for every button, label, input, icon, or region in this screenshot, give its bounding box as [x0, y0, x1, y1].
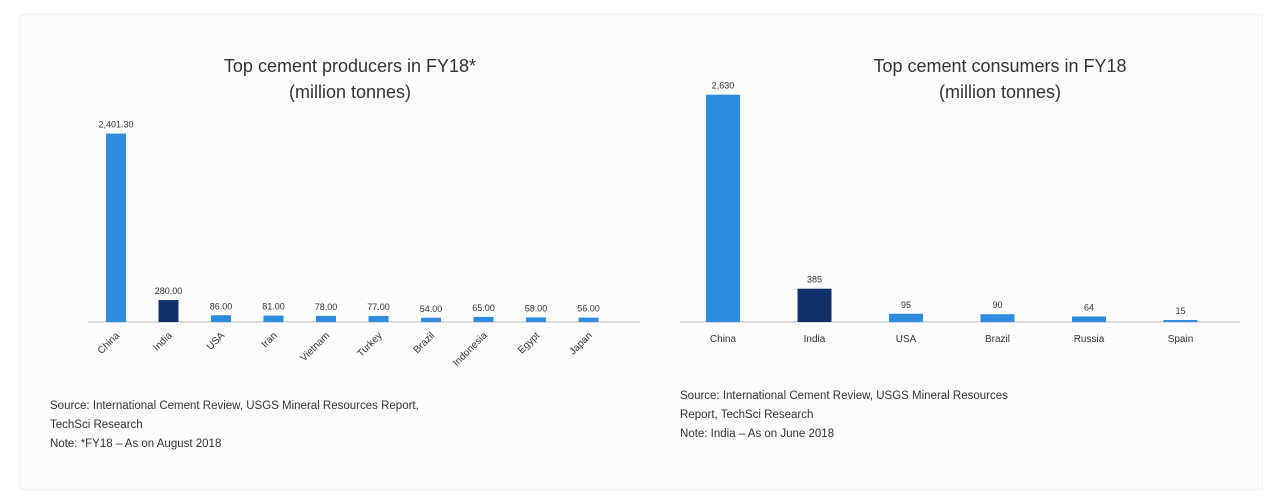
category-label-usa: USA: [896, 334, 917, 345]
category-label-turkey: Turkey: [355, 330, 384, 359]
bar-russia: [1072, 316, 1106, 322]
producers-chart-title: Top cement producers in FY18*: [224, 56, 476, 76]
value-label-usa: 95: [901, 300, 911, 310]
value-label-egypt: 58.00: [525, 303, 548, 313]
bar-china: [106, 133, 126, 322]
value-label-iran: 81.00: [262, 302, 285, 312]
producers-chart-subtitle: (million tonnes): [289, 82, 411, 102]
bar-brazil: [980, 314, 1015, 322]
value-label-indonesia: 65.00: [472, 303, 495, 313]
value-label-usa: 86.00: [210, 301, 233, 311]
category-label-india: India: [804, 334, 826, 345]
infographic-panel: [20, 14, 1262, 490]
consumers-chart-title: Top cement consumers in FY18: [873, 56, 1126, 76]
bar-india: [797, 288, 832, 322]
value-label-china: 2,401.30: [98, 120, 133, 130]
value-label-spain: 15: [1175, 306, 1185, 316]
value-label-vietnam: 78.00: [315, 302, 338, 312]
bar-china: [706, 94, 740, 322]
value-label-russia: 64: [1084, 302, 1094, 312]
consumers-source-note: Source: International Cement Review, USG…: [680, 387, 1008, 444]
producers-source-line1: Source: International Cement Review, USG…: [50, 400, 419, 412]
consumers-chart-subtitle: (million tonnes): [939, 82, 1061, 102]
value-label-brazil: 54.00: [420, 304, 443, 314]
bar-turkey: [368, 315, 389, 322]
bar-egypt: [526, 317, 546, 322]
value-label-india: 385: [807, 275, 822, 285]
category-label-china: China: [96, 330, 123, 357]
consumers-chart: Top cement consumers in FY18 (million to…: [680, 56, 1240, 345]
category-label-spain: Spain: [1168, 334, 1194, 345]
bar-vietnam: [316, 315, 336, 322]
bar-usa: [211, 315, 231, 322]
producers-source-note: Source: International Cement Review, USG…: [50, 397, 419, 454]
category-label-brazil: Brazil: [985, 334, 1010, 345]
bar-brazil: [421, 317, 441, 322]
consumers-note-line: Note: India – As on June 2018: [680, 428, 835, 440]
bar-indonesia: [473, 316, 494, 322]
consumers-source-line2: Report, TechSci Research: [680, 409, 814, 421]
category-label-india: India: [152, 330, 175, 353]
category-label-vietnam: Vietnam: [299, 330, 333, 364]
bar-iran: [263, 315, 284, 322]
category-label-japan: Japan: [568, 330, 595, 357]
category-label-indonesia: Indonesia: [451, 330, 490, 369]
category-label-iran: Iran: [260, 330, 280, 350]
value-label-brazil: 90: [992, 300, 1002, 310]
category-label-brazil: Brazil: [412, 330, 437, 355]
producers-source-line2: TechSci Research: [50, 419, 143, 431]
value-label-india: 280.00: [155, 286, 183, 296]
category-label-usa: USA: [205, 330, 228, 353]
category-label-egypt: Egypt: [516, 330, 542, 356]
bar-india: [158, 300, 179, 322]
category-label-china: China: [710, 334, 737, 345]
producers-chart: Top cement producers in FY18* (million t…: [88, 56, 640, 369]
category-label-russia: Russia: [1074, 334, 1105, 345]
value-label-turkey: 77.00: [367, 302, 390, 312]
value-label-japan: 56.00: [577, 304, 600, 314]
bar-spain: [1163, 320, 1198, 322]
bar-usa: [889, 313, 923, 322]
consumers-source-line1: Source: International Cement Review, USG…: [680, 390, 1008, 402]
value-label-china: 2,630: [712, 81, 735, 91]
producers-note-line: Note: *FY18 – As on August 2018: [50, 438, 222, 450]
bar-japan: [578, 317, 599, 322]
